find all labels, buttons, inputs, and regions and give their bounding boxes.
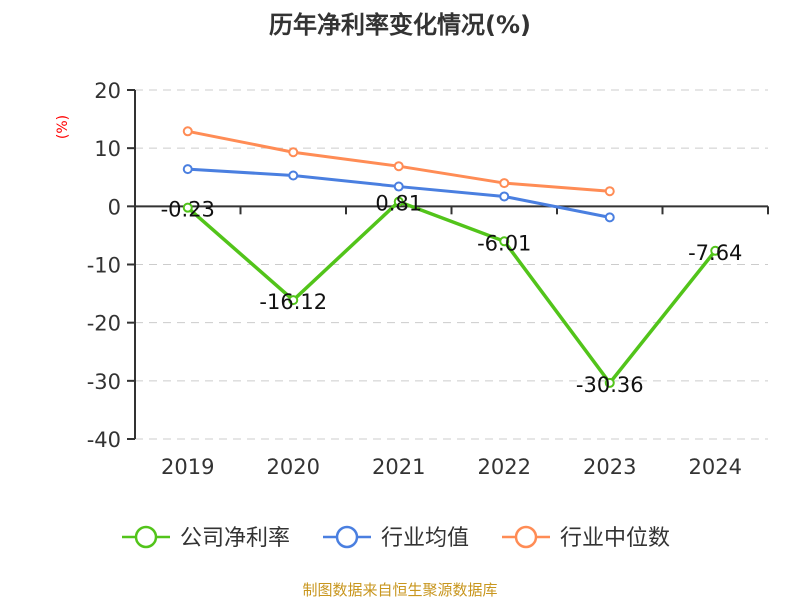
legend-marker[interactable] xyxy=(514,525,538,549)
y-tick-label: -10 xyxy=(87,254,121,278)
y-tick-label: -30 xyxy=(87,370,121,394)
x-tick-label: 2024 xyxy=(689,455,742,479)
legend-label[interactable]: 行业中位数 xyxy=(560,526,670,551)
data-point[interactable] xyxy=(499,236,510,247)
data-label: -0.23 xyxy=(161,198,215,222)
data-point[interactable] xyxy=(604,377,615,388)
chart-title: 历年净利率变化情况(%) xyxy=(269,11,531,39)
y-tick-label: -40 xyxy=(87,428,121,452)
data-label: -30.36 xyxy=(576,373,644,397)
data-label: -16.12 xyxy=(259,290,327,314)
legend-label[interactable]: 公司净利率 xyxy=(180,526,290,551)
data-point[interactable] xyxy=(604,212,615,223)
data-point[interactable] xyxy=(288,295,299,306)
data-point[interactable] xyxy=(393,196,404,207)
x-tick-label: 2020 xyxy=(267,455,320,479)
x-tick-label: 2022 xyxy=(478,455,531,479)
data-point[interactable] xyxy=(182,202,193,213)
y-tick-label: 0 xyxy=(108,195,121,219)
x-tick-label: 2021 xyxy=(372,455,425,479)
legend-marker[interactable] xyxy=(335,525,359,549)
x-tick-label: 2019 xyxy=(161,455,214,479)
y-tick-label: -20 xyxy=(87,312,121,336)
data-point[interactable] xyxy=(710,245,721,256)
data-point[interactable] xyxy=(499,191,510,202)
data-label: 0.81 xyxy=(375,192,422,216)
data-label: -7.64 xyxy=(688,241,742,265)
data-point[interactable] xyxy=(182,164,193,175)
series-line-0 xyxy=(186,199,717,386)
x-tick-label: 2023 xyxy=(583,455,636,479)
data-point[interactable] xyxy=(288,170,299,181)
y-tick-label: 20 xyxy=(94,79,121,103)
data-point[interactable] xyxy=(393,161,404,172)
data-label: -6.01 xyxy=(477,231,531,255)
legend-marker[interactable] xyxy=(134,525,158,549)
data-point[interactable] xyxy=(499,178,510,189)
legend-label[interactable]: 行业均值 xyxy=(381,526,469,551)
data-point[interactable] xyxy=(288,147,299,158)
data-point[interactable] xyxy=(182,126,193,137)
y-axis-label: (%) xyxy=(55,115,71,139)
data-point[interactable] xyxy=(393,181,404,192)
y-tick-label: 10 xyxy=(94,137,121,161)
footer-source: 制图数据来自恒生聚源数据库 xyxy=(302,581,497,599)
data-point[interactable] xyxy=(604,186,615,197)
